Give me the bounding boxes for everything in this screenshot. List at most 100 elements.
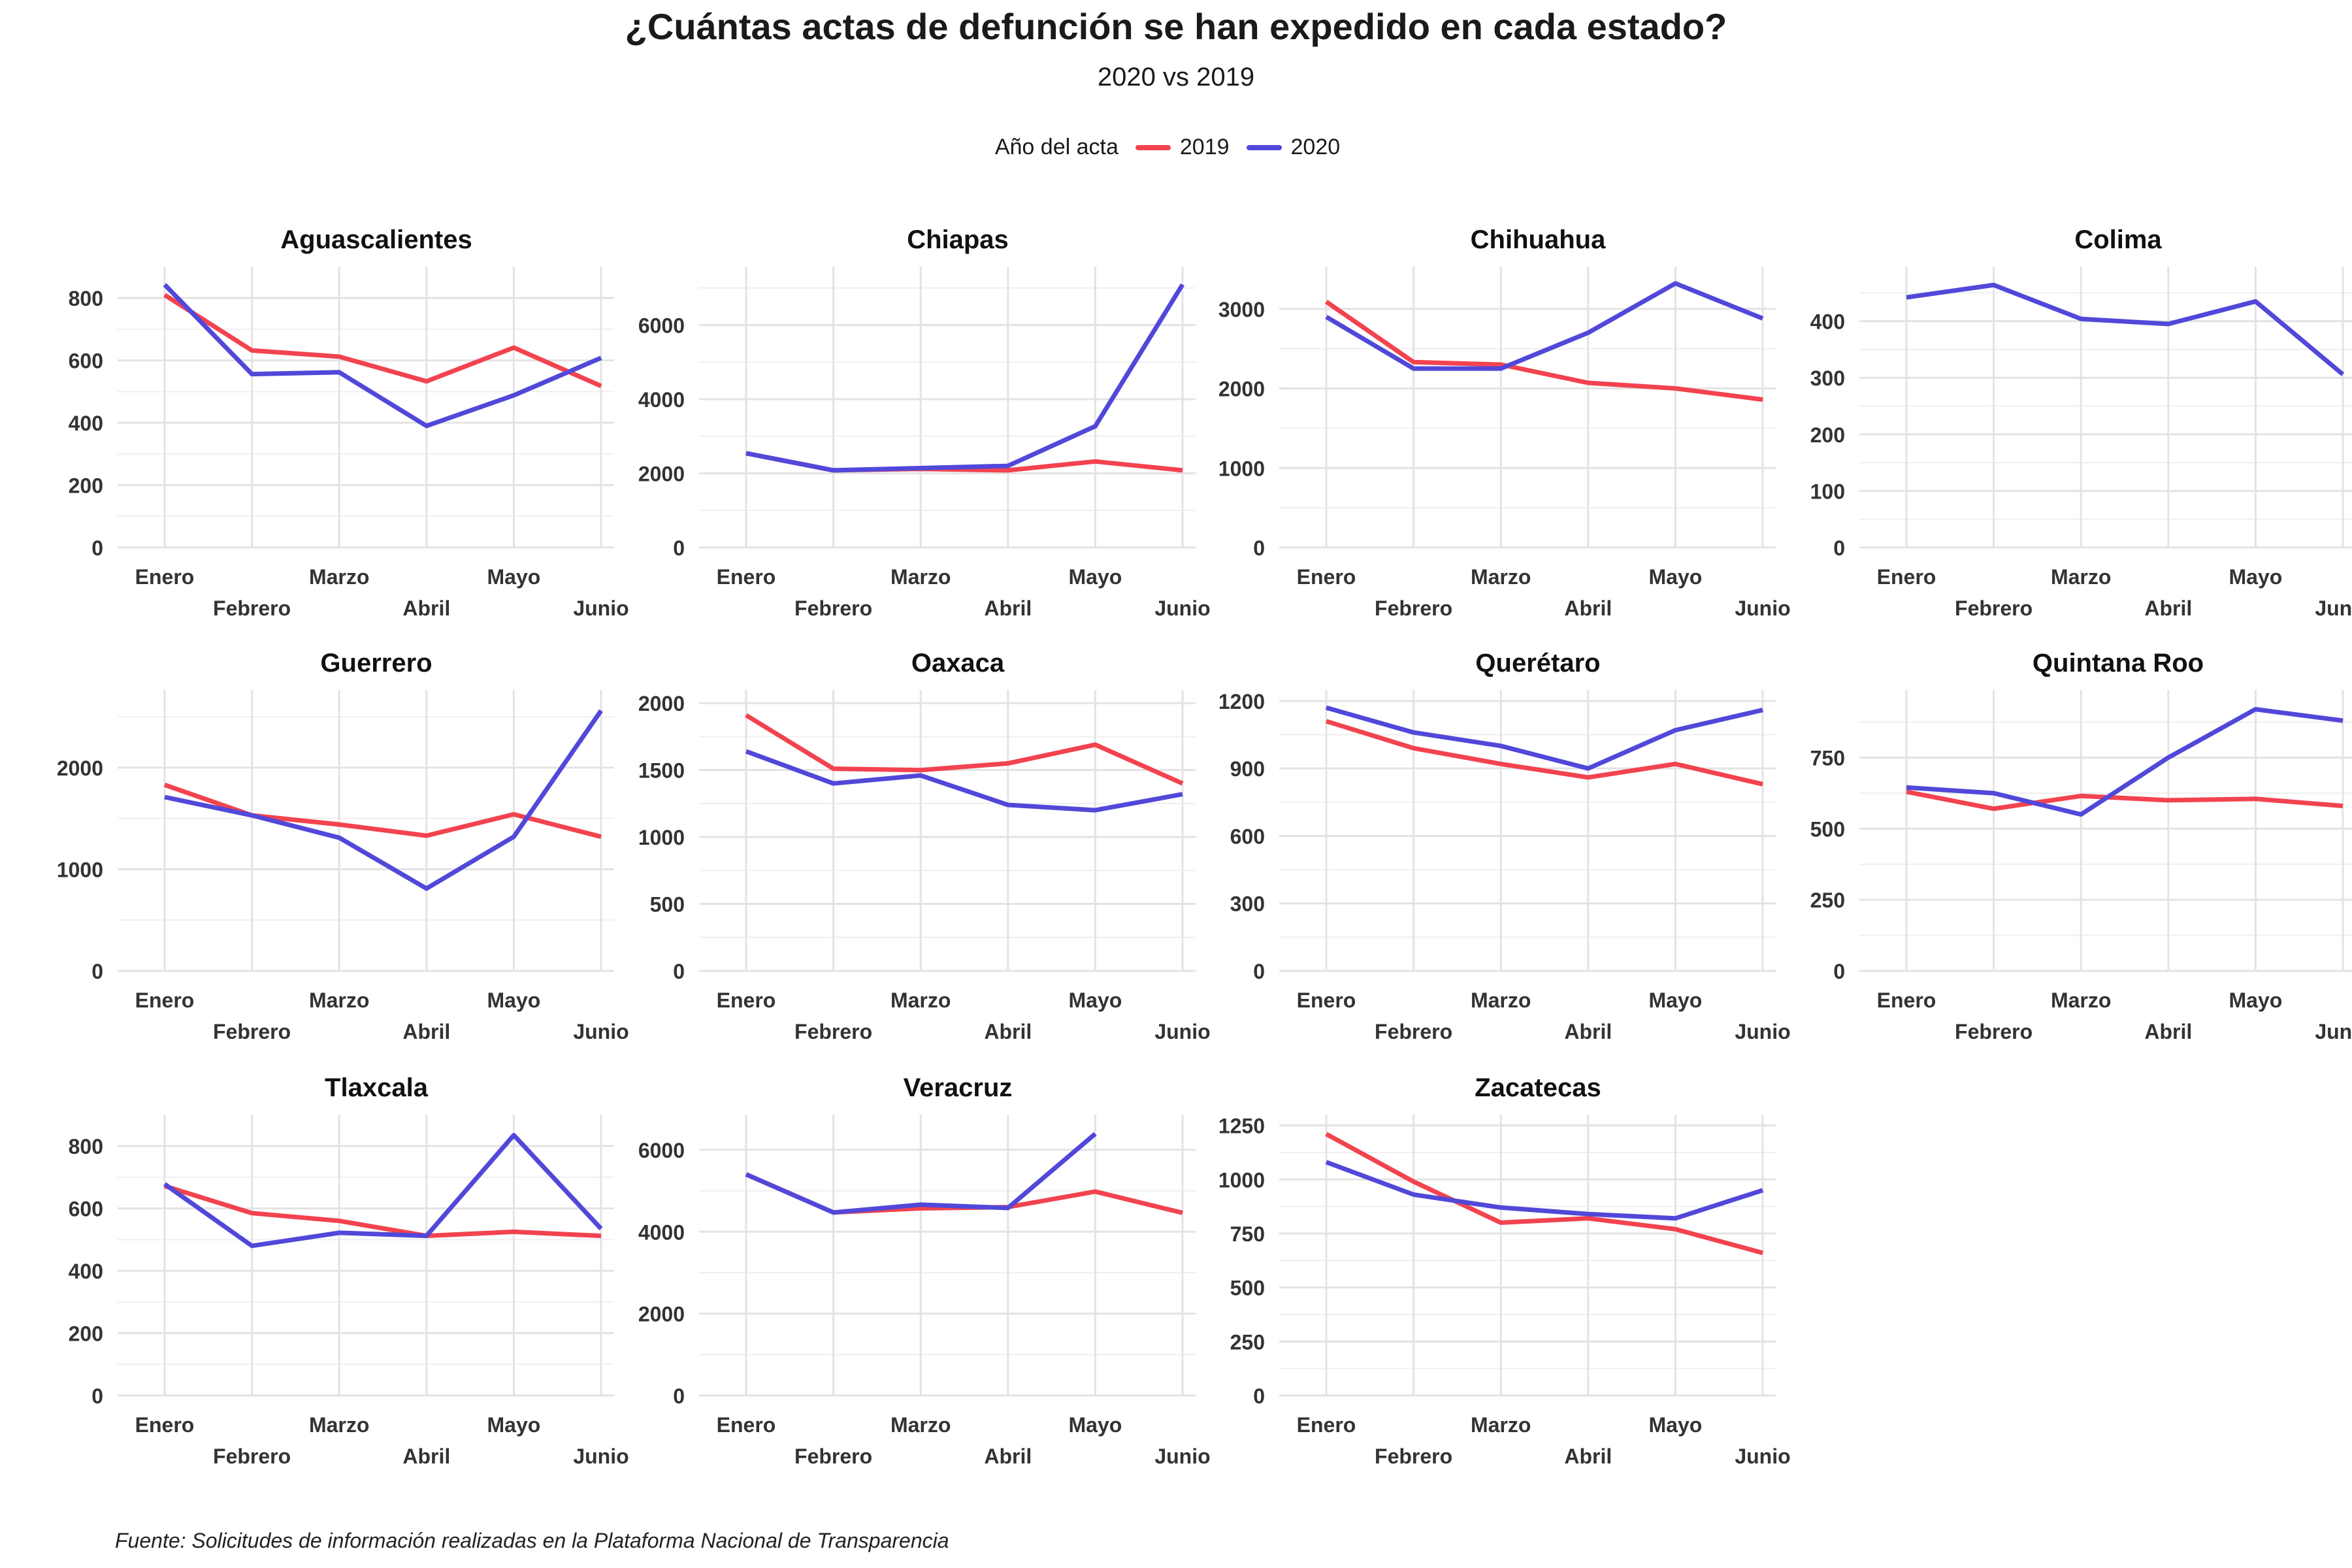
x-tick-label-zacatecas: Junio <box>1735 1445 1790 1468</box>
y-tick-label-aguascalientes: 0 <box>91 536 103 560</box>
series-line-2020-colima <box>1906 282 2345 376</box>
x-tick-label-guerrero: Junio <box>573 1020 629 1043</box>
x-tick-label-aguascalientes: Marzo <box>309 565 369 589</box>
x-tick-label-chiapas: Abril <box>984 596 1032 620</box>
x-tick-label-chihuahua: Enero <box>1297 565 1356 589</box>
y-tick-label-oaxaca: 1500 <box>638 759 685 783</box>
x-tick-label-zacatecas: Abril <box>1564 1445 1612 1468</box>
series-line-2020-oaxaca <box>745 749 1183 813</box>
y-tick-label-quintana-roo: 0 <box>1833 960 1845 983</box>
y-tick-label-quintana-roo: 750 <box>1810 747 1845 770</box>
panel-title-aguascalientes: Aguascalientes <box>280 225 472 254</box>
y-tick-label-guerrero: 1000 <box>57 858 103 881</box>
legend-title: Año del acta <box>994 135 1119 159</box>
x-tick-label-quintana-roo: Mayo <box>2229 988 2283 1012</box>
panel-title-chiapas: Chiapas <box>907 225 1009 254</box>
panel-title-queretaro: Querétaro <box>1475 649 1600 678</box>
x-tick-label-zacatecas: Mayo <box>1649 1413 1703 1437</box>
y-tick-label-zacatecas: 750 <box>1230 1222 1265 1246</box>
series-line-2020-tlaxcala <box>163 1133 603 1249</box>
x-tick-label-oaxaca: Mayo <box>1069 988 1122 1012</box>
x-tick-label-oaxaca: Junio <box>1154 1020 1210 1043</box>
x-tick-label-zacatecas: Marzo <box>1471 1413 1531 1437</box>
x-tick-label-oaxaca: Enero <box>717 988 776 1012</box>
series-line-2019-queretaro <box>1325 719 1763 787</box>
y-tick-label-colima: 0 <box>1833 536 1845 560</box>
y-tick-label-colima: 100 <box>1810 480 1845 503</box>
y-tick-label-oaxaca: 1000 <box>638 826 685 849</box>
x-tick-label-chihuahua: Junio <box>1735 596 1790 620</box>
y-tick-label-quintana-roo: 500 <box>1810 817 1845 841</box>
x-tick-label-chiapas: Enero <box>717 565 776 589</box>
x-tick-label-aguascalientes: Enero <box>135 565 195 589</box>
x-tick-label-oaxaca: Febrero <box>794 1020 872 1043</box>
x-tick-label-quintana-roo: Marzo <box>2051 988 2111 1012</box>
source-caption: Fuente: Solicitudes de información reali… <box>115 1529 949 1552</box>
x-tick-label-quintana-roo: Junio <box>2315 1020 2352 1043</box>
x-tick-label-chihuahua: Mayo <box>1649 565 1703 589</box>
x-tick-label-veracruz: Febrero <box>794 1445 872 1468</box>
panel-title-tlaxcala: Tlaxcala <box>325 1073 429 1102</box>
x-tick-label-colima: Febrero <box>1955 596 2033 620</box>
x-tick-label-tlaxcala: Mayo <box>487 1413 541 1437</box>
legend-key-2019 <box>1135 144 1171 150</box>
series-line-2020-veracruz <box>745 1132 1097 1215</box>
series-line-2020-zacatecas <box>1325 1160 1764 1221</box>
x-tick-label-oaxaca: Abril <box>984 1020 1032 1043</box>
y-tick-label-chiapas: 4000 <box>638 388 685 412</box>
series-line-2019-tlaxcala <box>163 1183 602 1239</box>
x-tick-label-guerrero: Febrero <box>213 1020 291 1043</box>
series-line-2019-aguascalientes <box>163 293 602 389</box>
x-tick-label-chiapas: Marzo <box>890 565 951 589</box>
y-tick-label-zacatecas: 0 <box>1253 1384 1265 1408</box>
y-tick-label-veracruz: 0 <box>673 1384 685 1408</box>
x-tick-label-queretaro: Enero <box>1297 988 1356 1012</box>
legend-label-2020: 2020 <box>1290 135 1341 159</box>
series-line-2019-zacatecas <box>1325 1132 1763 1256</box>
y-tick-label-chihuahua: 3000 <box>1218 298 1265 321</box>
y-tick-label-oaxaca: 2000 <box>638 692 685 715</box>
y-tick-label-zacatecas: 500 <box>1230 1277 1265 1300</box>
x-tick-label-tlaxcala: Febrero <box>213 1445 291 1468</box>
y-tick-label-oaxaca: 0 <box>673 960 685 983</box>
y-tick-label-chiapas: 0 <box>673 536 685 560</box>
y-tick-label-colima: 200 <box>1810 423 1845 447</box>
x-tick-label-tlaxcala: Enero <box>135 1413 195 1437</box>
x-tick-label-tlaxcala: Junio <box>573 1445 629 1468</box>
x-tick-label-quintana-roo: Febrero <box>1955 1020 2033 1043</box>
x-tick-label-tlaxcala: Marzo <box>309 1413 369 1437</box>
y-tick-label-zacatecas: 1250 <box>1218 1115 1265 1138</box>
x-tick-label-queretaro: Febrero <box>1375 1020 1452 1043</box>
x-tick-label-veracruz: Abril <box>984 1445 1032 1468</box>
y-tick-label-aguascalientes: 800 <box>69 287 103 310</box>
x-tick-label-veracruz: Mayo <box>1069 1413 1122 1437</box>
x-tick-label-chiapas: Febrero <box>794 596 872 620</box>
x-tick-label-colima: Mayo <box>2229 565 2283 589</box>
x-tick-label-guerrero: Enero <box>135 988 195 1012</box>
y-tick-label-queretaro: 1200 <box>1218 690 1265 713</box>
x-tick-label-chihuahua: Marzo <box>1471 565 1531 589</box>
y-tick-label-veracruz: 4000 <box>638 1220 685 1244</box>
x-tick-label-colima: Marzo <box>2051 565 2111 589</box>
x-tick-label-guerrero: Marzo <box>309 988 369 1012</box>
chart-subtitle: 2020 vs 2019 <box>1097 63 1255 91</box>
x-tick-label-aguascalientes: Mayo <box>487 565 541 589</box>
panel-title-colima: Colima <box>2074 225 2162 254</box>
series-line-2020-chihuahua <box>1325 281 1764 371</box>
x-tick-label-quintana-roo: Abril <box>2144 1020 2192 1043</box>
x-tick-label-zacatecas: Febrero <box>1375 1445 1452 1468</box>
y-tick-label-oaxaca: 500 <box>650 893 685 917</box>
x-tick-label-colima: Enero <box>1877 565 1936 589</box>
y-tick-label-colima: 400 <box>1810 310 1845 334</box>
x-tick-label-chiapas: Junio <box>1154 596 1210 620</box>
x-tick-label-guerrero: Mayo <box>487 988 541 1012</box>
x-tick-label-chihuahua: Abril <box>1564 596 1612 620</box>
legend-item-2020: 2020 <box>1246 135 1341 160</box>
legend-label-2019: 2019 <box>1179 135 1230 159</box>
x-tick-label-colima: Abril <box>2144 596 2192 620</box>
y-tick-label-queretaro: 600 <box>1230 825 1265 848</box>
x-tick-label-aguascalientes: Junio <box>573 596 629 620</box>
y-tick-label-guerrero: 2000 <box>57 757 103 780</box>
y-tick-label-quintana-roo: 250 <box>1810 889 1845 912</box>
y-tick-label-zacatecas: 250 <box>1230 1330 1265 1354</box>
